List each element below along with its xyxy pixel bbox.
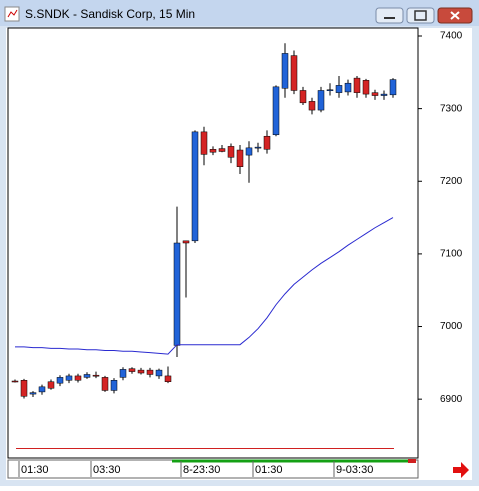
- y-tick-label: 6900: [440, 394, 463, 405]
- candle-body: [317, 90, 325, 111]
- candle-body: [218, 148, 226, 152]
- candle-body: [308, 101, 316, 111]
- x-tick-label: 9-03:30: [336, 464, 373, 476]
- candle-body: [335, 85, 343, 93]
- window-icon: [4, 6, 20, 22]
- x-tick-label: 01:30: [255, 464, 283, 476]
- candle-body: [92, 374, 100, 377]
- scroll-arrow[interactable]: [453, 462, 469, 478]
- candle-body: [20, 380, 28, 397]
- candle-body: [47, 381, 55, 389]
- candle-body: [299, 90, 307, 104]
- candle-body: [191, 131, 199, 242]
- candle-body: [38, 386, 46, 393]
- candle-body: [263, 135, 271, 150]
- candle-body: [65, 375, 73, 381]
- candle-body: [389, 79, 397, 96]
- x-tick-label: 8-23:30: [183, 464, 220, 476]
- scroll-marker: [408, 459, 416, 463]
- candle-body: [56, 377, 64, 384]
- candle-body: [110, 380, 118, 391]
- candle-body: [353, 77, 361, 93]
- close-glyph: [450, 11, 460, 20]
- candle-body: [344, 82, 352, 93]
- candle-body: [119, 369, 127, 378]
- candle-body: [83, 374, 91, 378]
- y-tick-label: 7300: [440, 103, 463, 114]
- candle-body: [101, 377, 109, 391]
- candle-body: [182, 240, 190, 244]
- candle-body: [74, 375, 82, 381]
- plot-frame: [7, 27, 419, 459]
- x-tick-label: 03:30: [93, 464, 121, 476]
- maximize-glyph: [414, 10, 427, 21]
- candle-body: [173, 242, 181, 346]
- candle-body: [209, 149, 217, 153]
- candle-body: [290, 55, 298, 91]
- candle-body: [371, 92, 379, 96]
- candle-body: [128, 368, 136, 372]
- y-tick-label: 7200: [440, 176, 463, 187]
- window-icon-glyph: [7, 9, 18, 18]
- minimize-button[interactable]: [375, 7, 404, 24]
- candle-body: [137, 369, 145, 374]
- y-tick-label: 7400: [440, 31, 463, 42]
- candle-body: [146, 369, 154, 375]
- window-title: S.SNDK - Sandisk Corp, 15 Min: [25, 7, 195, 21]
- average-line: [15, 217, 394, 355]
- y-tick-label: 7000: [440, 321, 463, 332]
- candle-body: [29, 392, 37, 395]
- candle-body: [245, 147, 253, 156]
- candle-body: [281, 53, 289, 89]
- candle-body: [236, 149, 244, 167]
- candle-body: [11, 380, 19, 383]
- candle-body: [272, 86, 280, 136]
- y-tick-label: 7100: [440, 249, 463, 260]
- maximize-button[interactable]: [406, 7, 435, 24]
- candle-body: [200, 131, 208, 155]
- candle-body: [362, 80, 370, 95]
- candle-body: [164, 375, 172, 382]
- candle-body: [326, 89, 334, 91]
- x-tick-label: 01:30: [21, 464, 49, 476]
- candle-body: [227, 146, 235, 158]
- candle-body: [155, 369, 163, 377]
- candle-body: [380, 93, 388, 96]
- candle-body: [254, 146, 262, 149]
